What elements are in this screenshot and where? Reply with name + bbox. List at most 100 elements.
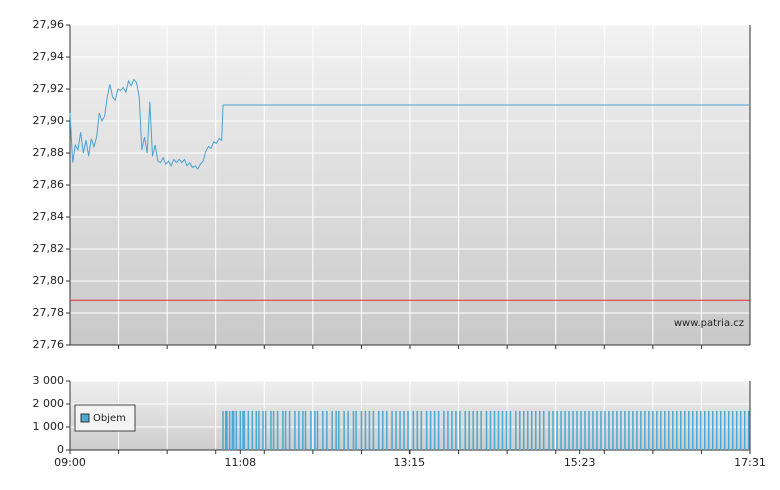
volume-bar [226, 410, 228, 450]
watermark: www.patria.cz [674, 318, 744, 329]
volume-bar [304, 410, 307, 450]
volume-bar [727, 410, 730, 450]
volume-bar [381, 410, 384, 450]
volume-bar [352, 410, 355, 450]
volume-bar [407, 410, 409, 450]
volume-bar [464, 410, 466, 450]
volume-bar [715, 410, 718, 450]
y-tick-label: 27,92 [33, 82, 65, 95]
volume-bar [232, 410, 235, 450]
volume-bar [648, 410, 650, 450]
y-tick-label: 3 000 [33, 374, 65, 387]
volume-bar [624, 410, 626, 450]
y-tick-label: 27,90 [33, 114, 65, 127]
volume-bar [224, 410, 227, 450]
volume-bar [355, 410, 357, 450]
x-tick-label: 17:31 [734, 456, 766, 469]
volume-bar [258, 410, 260, 450]
volume-bar [676, 410, 678, 450]
volume-bar [331, 410, 333, 450]
volume-bar [548, 410, 550, 450]
volume-bar [527, 410, 529, 450]
volume-bar [640, 410, 642, 450]
volume-bar [489, 410, 492, 450]
volume-bar [302, 410, 304, 450]
volume-bar [568, 410, 570, 450]
volume-bar [493, 410, 496, 450]
volume-bar [509, 410, 512, 450]
volume-bar [251, 410, 254, 450]
volume-bar [600, 410, 602, 450]
y-tick-label: 0 [57, 443, 64, 456]
volume-bar [700, 410, 702, 450]
volume-bar [707, 410, 710, 450]
x-tick-label: 11:08 [224, 456, 256, 469]
volume-bar [628, 410, 630, 450]
volume-bar [556, 410, 558, 450]
volume-bar [735, 410, 738, 450]
volume-bar [616, 410, 618, 450]
volume-bar [425, 410, 428, 450]
volume-bar [455, 410, 457, 450]
volume-bar [298, 410, 300, 450]
volume-bar [242, 410, 244, 450]
y-tick-label: 2 000 [33, 397, 65, 410]
volume-bar [660, 410, 662, 450]
volume-bar [255, 410, 258, 450]
volume-bar [377, 410, 380, 450]
volume-bar [437, 410, 440, 450]
volume-bar [592, 410, 594, 450]
volume-bar [310, 410, 312, 450]
volume-bar [572, 410, 574, 450]
y-tick-label: 27,78 [33, 306, 65, 319]
volume-bar [451, 410, 453, 450]
volume-bar [743, 410, 746, 450]
volume-bar [476, 410, 478, 450]
y-tick-label: 27,96 [33, 18, 65, 31]
volume-bar [576, 410, 578, 450]
volume-bar [391, 410, 393, 450]
y-tick-label: 1 000 [33, 420, 65, 433]
volume-bar [228, 410, 231, 450]
volume-bar [620, 410, 622, 450]
volume-bar [335, 410, 337, 450]
volume-bar [505, 410, 508, 450]
volume-bar [385, 410, 388, 450]
volume-bar [497, 410, 500, 450]
volume-bar [747, 410, 750, 450]
volume-bar [239, 410, 242, 450]
volume-bar [459, 410, 461, 450]
volume-bar [588, 410, 590, 450]
volume-bar [235, 410, 238, 450]
legend-label: Objem [93, 413, 126, 424]
volume-bar [612, 410, 614, 450]
volume-bar [282, 410, 284, 450]
volume-bar [270, 410, 272, 450]
volume-bar [399, 410, 401, 450]
volume-bar [608, 410, 610, 450]
volume-bar [668, 410, 670, 450]
volume-bar [552, 410, 554, 450]
volume-bar [719, 410, 722, 450]
volume-bar [338, 410, 340, 450]
volume-bar [368, 410, 371, 450]
volume-bar [403, 410, 405, 450]
volume-bar [515, 410, 517, 450]
volume-bar [684, 410, 686, 450]
volume-bar [468, 410, 470, 450]
y-tick-label: 27,76 [33, 338, 65, 351]
volume-bar [231, 410, 234, 450]
volume-bar [696, 410, 698, 450]
volume-bar [222, 410, 224, 450]
y-tick-label: 27,80 [33, 274, 65, 287]
volume-bar [731, 410, 734, 450]
volume-bar [604, 410, 606, 450]
volume-bar [443, 410, 445, 450]
volume-bar [584, 410, 586, 450]
volume-bar [501, 410, 504, 450]
volume-bar [264, 410, 267, 450]
volume-bar [360, 410, 363, 450]
volume-bar [632, 410, 634, 450]
volume-bar [420, 410, 423, 450]
volume-bar [447, 410, 449, 450]
